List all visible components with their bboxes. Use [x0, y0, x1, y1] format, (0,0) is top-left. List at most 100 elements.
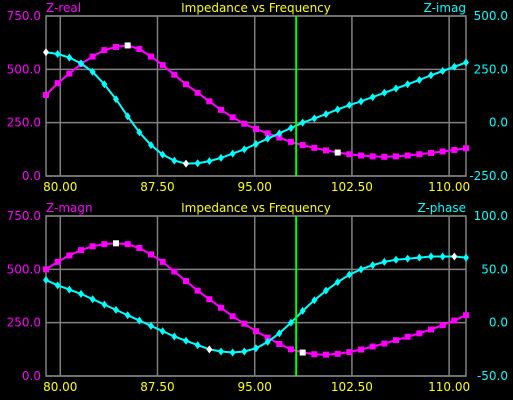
- data-point: [393, 84, 399, 93]
- data-point: [334, 278, 341, 287]
- data-point: [288, 346, 294, 353]
- data-point: [43, 276, 49, 284]
- x-tick-label: 80.00: [43, 380, 77, 394]
- data-point: [253, 140, 259, 148]
- data-point: [393, 337, 399, 344]
- data-point: [439, 67, 446, 76]
- data-point: [311, 144, 318, 151]
- data-point: [346, 349, 353, 356]
- data-point: [288, 138, 294, 145]
- x-tick-labels: 80.00 87.50 95.00 102.50 110.00: [43, 180, 470, 194]
- right-tick-label: 100.0: [474, 209, 508, 223]
- right-axis-label: Z-phase: [417, 201, 466, 215]
- x-tick-label: 102.50: [331, 380, 373, 394]
- data-point: [253, 126, 259, 133]
- data-point: [264, 134, 271, 143]
- right-tick-labels: 100.0 50.0 0.0 -50.0: [474, 209, 508, 383]
- data-point: [229, 114, 236, 121]
- x-tick-label: 102.50: [331, 180, 373, 194]
- data-point: [428, 149, 434, 156]
- data-point: [206, 296, 213, 303]
- data-point: [89, 53, 96, 60]
- data-point: [183, 278, 189, 285]
- data-point: [264, 130, 271, 137]
- right-tick-label: 0.0: [489, 316, 508, 330]
- right-tick-label: 0.0: [489, 116, 508, 130]
- right-tick-labels: 500.0 250.0 0.0 -250.0: [469, 9, 508, 183]
- right-tick-label: -250.0: [469, 169, 508, 183]
- data-point: [393, 153, 399, 160]
- data-point: [43, 266, 49, 273]
- data-point: [451, 317, 458, 324]
- data-point: [148, 141, 154, 150]
- data-point: [404, 333, 411, 340]
- x-tick-label: 95.00: [238, 380, 272, 394]
- data-point: [229, 313, 236, 320]
- data-point: [43, 91, 49, 98]
- left-tick-labels: 750.0 500.0 250.0 0.0: [7, 9, 41, 183]
- data-point: [311, 114, 318, 123]
- data-point: [101, 47, 108, 54]
- x-tick-label: 87.50: [140, 180, 174, 194]
- data-point: [171, 268, 178, 275]
- panel-z-magn-phase: Z-magn Impedance vs Frequency Z-phase 75…: [7, 201, 508, 394]
- series-z-imag: [43, 48, 469, 168]
- data-point: [66, 285, 73, 294]
- highlight-marker: [334, 149, 341, 156]
- data-point: [229, 348, 236, 357]
- data-point: [101, 300, 108, 309]
- data-point: [101, 80, 108, 89]
- x-tick-label: 87.50: [140, 380, 174, 394]
- data-point: [369, 93, 376, 102]
- left-tick-label: 500.0: [7, 262, 41, 276]
- data-point: [113, 95, 119, 104]
- chart-title: Impedance vs Frequency: [181, 201, 331, 215]
- data-point: [358, 152, 364, 159]
- data-point: [101, 241, 108, 248]
- right-tick-label: -50.0: [477, 369, 508, 383]
- highlight-marker: [183, 159, 189, 168]
- data-point: [66, 70, 73, 77]
- data-point: [159, 327, 166, 336]
- data-point: [218, 347, 224, 356]
- chart-title: Impedance vs Frequency: [181, 1, 331, 15]
- data-point: [171, 332, 178, 341]
- x-tick-labels: 80.00 87.50 95.00 102.50 110.00: [43, 380, 470, 394]
- data-point: [439, 252, 446, 261]
- data-point: [404, 254, 411, 263]
- data-point: [381, 340, 388, 347]
- data-point: [159, 258, 166, 265]
- data-point: [148, 321, 154, 330]
- panel-z-real-imag: Z-real Impedance vs Frequency Z-imag 750…: [7, 1, 508, 194]
- data-point: [159, 150, 166, 159]
- data-point: [124, 241, 131, 248]
- series-z-phase: [43, 252, 469, 357]
- data-point: [89, 67, 96, 76]
- data-point: [241, 320, 248, 327]
- data-point: [416, 330, 423, 337]
- data-point: [54, 281, 61, 290]
- data-point: [206, 157, 213, 166]
- data-point: [393, 255, 399, 264]
- data-point: [346, 101, 353, 110]
- highlight-marker: [124, 42, 131, 49]
- data-point: [194, 89, 201, 96]
- data-point: [358, 346, 364, 353]
- data-point: [428, 252, 434, 261]
- data-point: [229, 149, 236, 158]
- highlight-marker: [206, 345, 213, 354]
- left-tick-label: 750.0: [7, 9, 41, 23]
- left-axis-label: Z-real: [46, 1, 81, 15]
- data-point: [404, 152, 411, 159]
- data-point: [463, 58, 469, 67]
- data-point: [288, 124, 294, 132]
- data-point: [241, 120, 248, 127]
- data-point: [428, 326, 434, 333]
- data-point: [369, 153, 376, 160]
- data-point: [171, 71, 178, 78]
- data-point: [381, 257, 388, 266]
- data-point: [136, 316, 143, 325]
- data-point: [416, 151, 423, 158]
- data-point: [439, 148, 446, 155]
